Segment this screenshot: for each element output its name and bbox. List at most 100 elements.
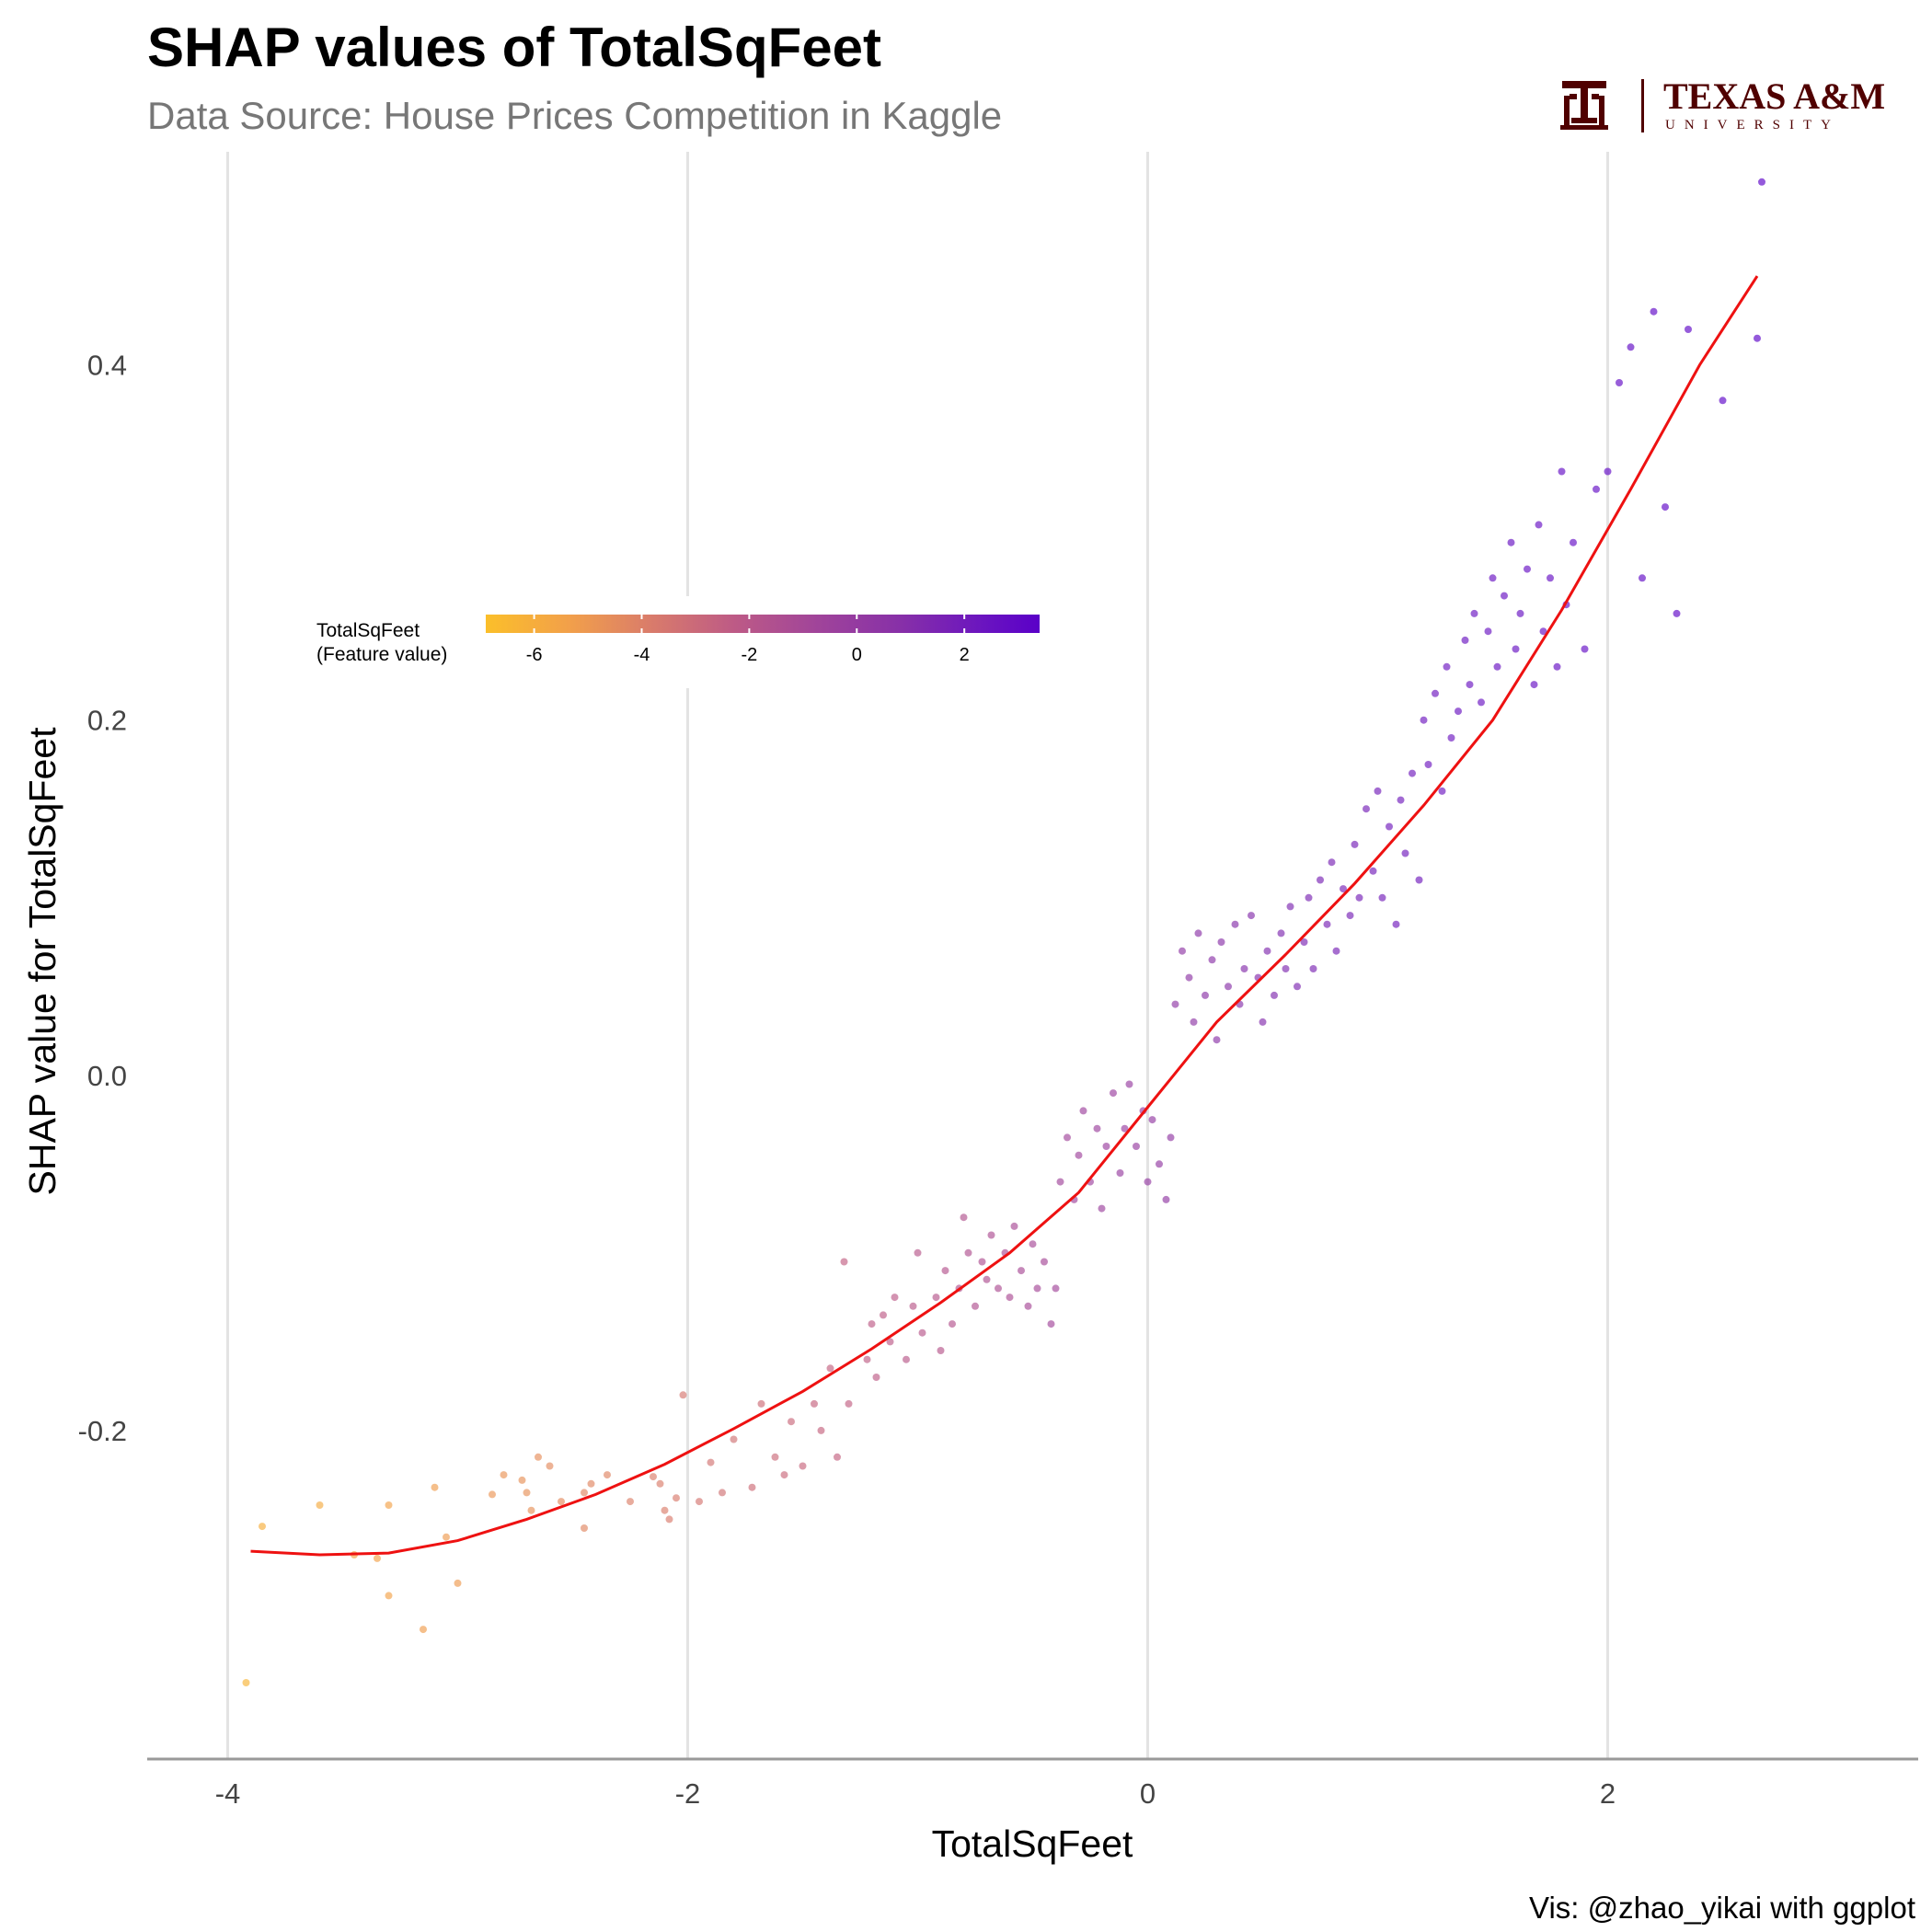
scatter-point: [788, 1418, 795, 1426]
scatter-point: [964, 1248, 972, 1257]
scatter-point: [1378, 893, 1386, 902]
colorbar-tick-label: -6: [526, 645, 543, 665]
scatter-point: [650, 1473, 657, 1481]
y-tick-label: 0.4: [87, 350, 127, 382]
scatter-point: [1018, 1267, 1025, 1275]
scatter-point: [1240, 965, 1248, 972]
scatter-point: [1501, 592, 1508, 600]
y-axis-label: SHAP value for TotalSqFeet: [21, 727, 63, 1196]
scatter-point: [863, 1355, 871, 1363]
scatter-point: [242, 1679, 250, 1686]
scatter-point: [1213, 1036, 1221, 1044]
plot-area: -4 -2 0 2 -0.2 0.0 0.2 0.4: [78, 152, 1918, 1810]
scatter-point: [1202, 991, 1209, 999]
scatter-point: [1248, 912, 1255, 920]
scatter-point: [1093, 1124, 1101, 1133]
scatter-point: [1553, 662, 1561, 671]
y-tick-label: 0.2: [87, 705, 127, 737]
scatter-point: [1673, 609, 1681, 617]
scatter-point: [1263, 947, 1271, 955]
scatter-point: [1570, 538, 1577, 546]
scatter-point: [1033, 1284, 1041, 1293]
colorbar-ticks: -6 -4 -2 0 2: [526, 615, 970, 665]
scatter-point: [1323, 920, 1331, 928]
scatter-point: [1447, 734, 1455, 742]
gridlines: [226, 152, 1609, 1759]
scatter-point: [1593, 485, 1600, 493]
scatter-point: [811, 1399, 818, 1408]
scatter-point: [960, 1213, 968, 1222]
scatter-point: [535, 1453, 542, 1461]
scatter-point: [1443, 662, 1451, 671]
scatter-point: [1507, 538, 1515, 546]
colorbar: [486, 615, 1040, 633]
scatter-point: [385, 1501, 393, 1509]
scatter-point: [817, 1426, 825, 1434]
scatter-point: [918, 1328, 926, 1337]
scatter-point: [1340, 885, 1347, 893]
scatter-point: [259, 1523, 266, 1531]
scatter-point: [1041, 1258, 1048, 1266]
scatter-point: [1332, 947, 1340, 955]
scatter-point: [1754, 334, 1761, 342]
scatter-point: [696, 1498, 703, 1506]
scatter-point: [1484, 627, 1492, 636]
scatter-point: [1194, 929, 1202, 937]
logo-name: TEXAS A&M: [1663, 75, 1885, 117]
scatter-point: [374, 1554, 381, 1562]
logo-divider: [1641, 79, 1644, 132]
scatter-point: [679, 1391, 687, 1399]
scatter-point: [891, 1294, 899, 1302]
scatter-point: [604, 1471, 611, 1479]
scatter-point: [627, 1498, 634, 1506]
scatter-point: [1300, 938, 1308, 946]
colorbar-tick-label: -4: [634, 645, 650, 665]
scatter-point: [1102, 1143, 1110, 1150]
scatter-point: [1317, 876, 1324, 884]
scatter-point: [780, 1471, 788, 1479]
scatter-point: [1225, 983, 1232, 991]
scatter-point: [1079, 1107, 1087, 1115]
scatter-point: [949, 1320, 956, 1328]
scatter-point: [665, 1515, 673, 1524]
scatter-point: [454, 1579, 462, 1587]
scatter-point: [1493, 662, 1501, 671]
scatter-point: [1328, 858, 1336, 867]
y-tick-label: -0.2: [78, 1415, 127, 1447]
scatter-point: [1432, 689, 1439, 697]
scatter-point: [1639, 574, 1646, 582]
scatter-point: [903, 1355, 910, 1363]
x-axis-label: TotalSqFeet: [932, 1823, 1133, 1865]
scatter-point: [1470, 609, 1478, 617]
scatter-point: [1056, 1178, 1064, 1186]
scatter-point: [845, 1399, 853, 1408]
scatter-point: [1547, 574, 1554, 582]
scatter-point: [972, 1302, 979, 1310]
scatter-point: [673, 1494, 680, 1502]
scatter-point: [1581, 645, 1589, 653]
scatter-point: [1397, 796, 1405, 804]
scatter-point: [880, 1311, 887, 1319]
x-tick-label: 2: [1600, 1777, 1616, 1810]
scatter-point: [1294, 983, 1301, 991]
scatter-point: [1309, 965, 1317, 972]
scatter-point: [840, 1258, 848, 1266]
scatter-point: [523, 1489, 531, 1497]
scatter-point: [1424, 761, 1432, 768]
legend-title-line1: TotalSqFeet: [316, 620, 420, 641]
scatter-point: [1024, 1302, 1032, 1310]
scatter-point: [834, 1453, 841, 1461]
scatter-point: [1539, 627, 1547, 636]
scatter-point: [1162, 1195, 1170, 1203]
scatter-point: [385, 1592, 393, 1600]
scatter-point: [748, 1483, 756, 1491]
x-tick-label: 0: [1140, 1777, 1156, 1810]
scatter-point: [1208, 956, 1216, 964]
legend-title-line2: (Feature value): [316, 644, 447, 665]
scatter-point: [1489, 574, 1497, 582]
scatter-point: [941, 1267, 949, 1275]
scatter-point: [1110, 1089, 1117, 1098]
scatter-point: [1627, 343, 1635, 351]
scatter-point: [1401, 849, 1409, 857]
